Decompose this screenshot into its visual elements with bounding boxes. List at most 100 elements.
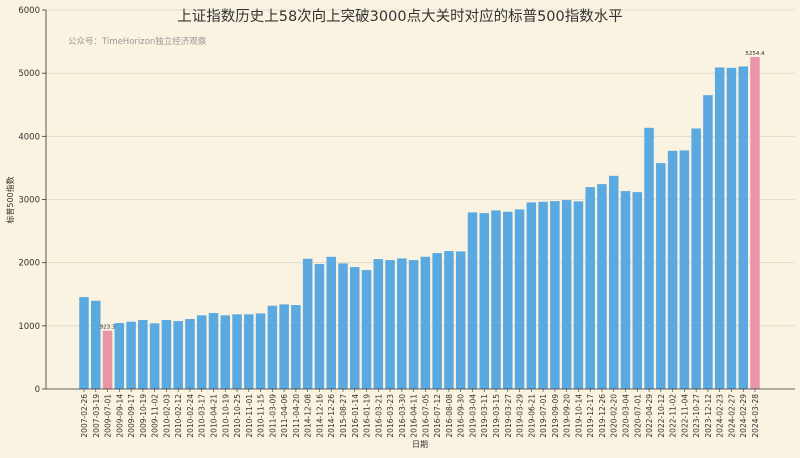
bar — [173, 321, 183, 389]
x-tick-label: 2023-10-27 — [692, 394, 701, 438]
bar — [608, 175, 619, 389]
x-tick-label: 2019-06-21 — [527, 394, 536, 438]
x-tick-label: 2016-04-11 — [410, 394, 419, 438]
x-tick-label: 2010-02-24 — [186, 394, 195, 438]
x-tick-label: 2016-03-21 — [374, 394, 383, 438]
bar — [514, 209, 525, 389]
bar — [373, 259, 384, 389]
bar — [620, 191, 631, 389]
x-tick-label: 2023-12-12 — [704, 394, 713, 438]
x-tick-label: 2016-01-19 — [363, 394, 372, 438]
x-tick-label: 2020-07-01 — [633, 394, 642, 438]
bar — [79, 297, 89, 389]
x-tick-label: 2010-03-17 — [198, 394, 207, 438]
x-tick-label: 2019-03-29 — [516, 394, 525, 438]
bar — [550, 201, 560, 389]
bar — [467, 212, 478, 389]
x-tick-label: 2014-12-16 — [315, 394, 324, 438]
highlighted-bar — [102, 330, 113, 389]
y-tick-label: 1000 — [18, 322, 40, 332]
bar — [302, 258, 313, 389]
data-labels: 923.3 5254.4 — [100, 51, 765, 331]
bar — [656, 163, 666, 389]
y-tick-label: 6000 — [18, 6, 40, 16]
x-tick-label: 2022-11-02 — [669, 394, 678, 438]
x-tick-label: 2009-11-02 — [151, 394, 160, 438]
x-tick-label: 2010-02-12 — [174, 394, 183, 438]
bar — [326, 256, 336, 389]
x-tick-label: 2016-09-30 — [457, 394, 466, 438]
x-tick-label: 2011-04-20 — [292, 394, 301, 438]
bar — [644, 127, 654, 389]
x-tick-label: 2022-11-04 — [680, 394, 689, 438]
x-tick-label: 2010-11-01 — [245, 394, 254, 438]
bar — [703, 95, 713, 389]
x-tick-label: 2024-02-23 — [716, 394, 725, 438]
x-tick-label: 2019-03-15 — [492, 394, 501, 438]
chart-title: 上证指数历史上58次向上突破3000点大关时对应的标普500指数水平 — [177, 7, 623, 25]
bar — [138, 320, 148, 389]
x-tick-label: 2011-04-06 — [280, 394, 289, 438]
bar — [432, 253, 442, 389]
bars — [79, 57, 760, 390]
x-tick-label: 2020-02-20 — [610, 394, 619, 438]
x-tick-label: 2024-02-27 — [727, 394, 736, 438]
x-tick-label: 2022-04-29 — [645, 394, 654, 438]
bar — [526, 202, 537, 389]
bar — [714, 67, 725, 390]
highlighted-bar — [750, 57, 760, 389]
x-tick-label: 2011-03-09 — [268, 394, 277, 438]
bar — [255, 313, 266, 389]
bar — [267, 305, 278, 389]
bar — [632, 192, 643, 389]
x-tick-label: 2010-11-15 — [257, 394, 266, 438]
bar — [232, 314, 242, 389]
bar — [361, 270, 372, 389]
axes: 0 1000 2000 3000 4000 5000 6000 2007-02-26 2007-… — [18, 6, 795, 438]
bar — [479, 213, 489, 389]
bar — [538, 201, 548, 389]
bar — [597, 184, 607, 389]
data-label: 923.3 — [100, 325, 116, 331]
x-tick-label: 2014-12-08 — [304, 394, 313, 438]
x-tick-label: 2019-07-01 — [539, 394, 548, 438]
x-tick-label: 2016-03-23 — [386, 394, 395, 438]
x-axis-label: 日期 — [412, 440, 428, 449]
bar — [726, 67, 737, 390]
x-tick-label: 2009-09-17 — [127, 394, 136, 438]
data-label: 5254.4 — [745, 51, 765, 57]
x-tick-label: 2019-09-09 — [551, 394, 560, 438]
bar — [667, 150, 678, 389]
x-tick-label: 2019-03-04 — [468, 394, 477, 438]
y-tick-label: 0 — [35, 385, 40, 395]
x-tick-label: 2016-03-30 — [398, 394, 407, 438]
x-tick-label: 2019-09-20 — [563, 394, 572, 438]
x-tick-label: 2010-02-03 — [162, 394, 171, 438]
x-tick-label: 2019-03-11 — [480, 394, 489, 438]
bar — [196, 315, 207, 389]
bar — [408, 260, 419, 389]
bar — [385, 260, 395, 389]
bar — [679, 150, 690, 389]
x-tick-label: 2007-03-19 — [92, 394, 101, 438]
bar — [114, 323, 125, 389]
x-tick-label: 2016-08-08 — [445, 394, 454, 438]
y-tick-label: 4000 — [18, 132, 40, 142]
bar — [397, 258, 407, 389]
bar — [491, 210, 501, 389]
bar — [691, 128, 701, 389]
y-tick-label: 5000 — [18, 69, 40, 79]
x-tick-label: 2009-10-19 — [139, 394, 148, 438]
chart-subtitle: 公众号：TimeHorizon独立经济观察 — [68, 36, 207, 47]
x-tick-label: 2010-10-25 — [233, 394, 242, 438]
x-tick-label: 2009-07-01 — [104, 394, 113, 438]
x-tick-label: 2020-03-04 — [622, 394, 631, 438]
bar — [279, 304, 289, 389]
bar — [149, 323, 160, 389]
x-tick-label: 2022-10-12 — [657, 394, 666, 438]
x-tick-label: 2016-07-12 — [433, 394, 442, 438]
bar — [444, 251, 454, 389]
x-tick-label: 2019-03-27 — [504, 394, 513, 438]
bar — [561, 200, 572, 389]
y-tick-label: 3000 — [18, 196, 40, 206]
